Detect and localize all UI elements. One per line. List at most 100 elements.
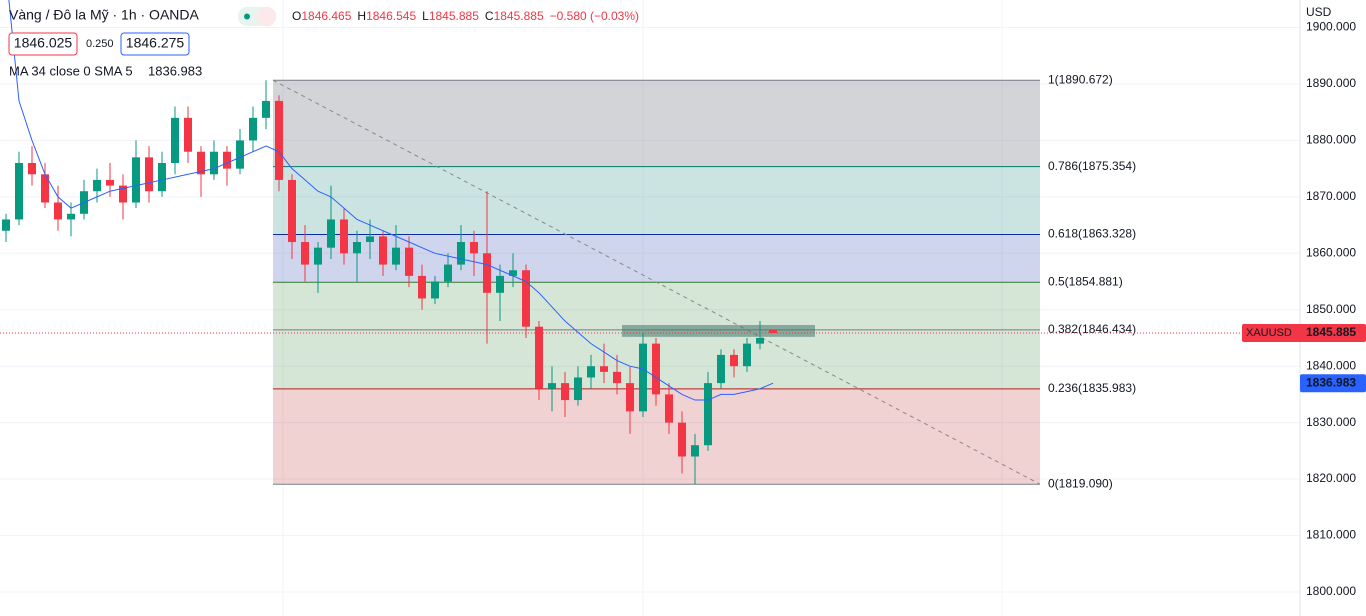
ohlc-value: 1845.885 bbox=[494, 9, 544, 23]
ma-tag bbox=[1300, 374, 1366, 393]
candle-body bbox=[470, 242, 478, 254]
candle-body bbox=[119, 185, 127, 203]
candle-body bbox=[522, 270, 530, 327]
price-axis: 1900.000 1890.000 1880.000 1870.000 1860.000… bbox=[1242, 5, 1366, 598]
candle-body bbox=[301, 242, 309, 265]
candle-body bbox=[652, 343, 660, 395]
candle-body bbox=[353, 242, 361, 254]
candle-body bbox=[587, 366, 595, 378]
candle-body bbox=[28, 163, 36, 175]
bid: 1846.025 bbox=[14, 35, 73, 51]
ma-legend: MA 34 close 0 SMA 5 bbox=[9, 63, 133, 78]
candle-body bbox=[132, 157, 140, 203]
candle-body bbox=[665, 394, 673, 423]
fib-label: 0(1819.090) bbox=[1048, 476, 1113, 490]
candle-body bbox=[314, 247, 322, 265]
candle-body bbox=[223, 151, 231, 169]
candle-body bbox=[704, 383, 712, 446]
symbol-tag bbox=[1242, 323, 1366, 342]
candle-body bbox=[262, 100, 270, 118]
grid bbox=[0, 27, 1300, 593]
candle-body bbox=[158, 163, 166, 192]
fib-zone bbox=[273, 282, 1040, 330]
ohlc-key: L bbox=[422, 9, 429, 23]
ohlc-key: O bbox=[292, 9, 301, 23]
ma-tag-label: 1836.983 bbox=[1306, 375, 1356, 389]
candle-body bbox=[730, 354, 738, 367]
candle-body bbox=[756, 337, 764, 344]
candle-body bbox=[418, 275, 426, 299]
y-tick-label: 1890.000 bbox=[1306, 76, 1356, 90]
candle-body bbox=[15, 163, 23, 220]
y-tick-label: 1900.000 bbox=[1306, 20, 1356, 34]
candle-body bbox=[613, 371, 621, 384]
y-tick-label: 1810.000 bbox=[1306, 528, 1356, 542]
candle-body bbox=[600, 366, 608, 372]
ask: 1846.275 bbox=[126, 35, 185, 51]
fib-zone bbox=[273, 80, 1040, 167]
candle-body bbox=[288, 179, 296, 243]
candle-body bbox=[431, 281, 439, 299]
y-tick-label: 1870.000 bbox=[1306, 189, 1356, 203]
candle-body bbox=[769, 329, 777, 333]
fib-label: 0.382(1846.434) bbox=[1048, 322, 1136, 336]
y-tick-label: 1880.000 bbox=[1306, 133, 1356, 147]
ma-line bbox=[8, 0, 774, 401]
fib-label: 0.5(1854.881) bbox=[1048, 274, 1123, 288]
plot bbox=[0, 0, 1300, 485]
candle-body bbox=[717, 354, 725, 384]
y-tick-label: 1860.000 bbox=[1306, 245, 1356, 259]
y-tick-label: 1820.000 bbox=[1306, 471, 1356, 485]
candle-body bbox=[327, 219, 335, 248]
fib-zone bbox=[273, 234, 1040, 283]
candle-body bbox=[548, 383, 556, 389]
candle-body bbox=[145, 157, 153, 192]
last-price-label: 1845.885 bbox=[1306, 325, 1356, 339]
ohlc-key: C bbox=[485, 9, 494, 23]
currency: USD bbox=[1306, 5, 1332, 19]
candle-body bbox=[496, 275, 504, 293]
candle-body bbox=[41, 174, 49, 203]
candle-body bbox=[210, 151, 218, 175]
candle-body bbox=[392, 247, 400, 265]
ohlc-value: 1845.885 bbox=[429, 9, 479, 23]
candle-body bbox=[236, 140, 244, 169]
status-badge-2 bbox=[257, 7, 276, 26]
y-tick-label: 1840.000 bbox=[1306, 358, 1356, 372]
candle-body bbox=[93, 179, 101, 192]
fib-zone bbox=[273, 166, 1040, 235]
ohlc-key: H bbox=[357, 9, 366, 23]
candle-body bbox=[366, 236, 374, 243]
fib-label: 0.618(1863.328) bbox=[1048, 227, 1136, 241]
candle-body bbox=[574, 377, 582, 401]
title: Vàng / Đô la Mỹ · 1h · OANDA bbox=[9, 7, 200, 23]
ohlc: O1846.465 H1846.545 L1845.885 C1845.885 −0.5… bbox=[292, 9, 639, 23]
candle-body bbox=[275, 100, 283, 180]
fib-label: 0.236(1835.983) bbox=[1048, 381, 1136, 395]
candle-body bbox=[106, 179, 114, 186]
candle-body bbox=[743, 343, 751, 367]
spread: 0.250 bbox=[86, 38, 114, 50]
candle-body bbox=[509, 270, 517, 276]
trend-line bbox=[272, 79, 1041, 485]
candle-body bbox=[197, 151, 205, 175]
y-tick-label: 1850.000 bbox=[1306, 302, 1356, 316]
fib-label: 1(1890.672) bbox=[1048, 72, 1113, 86]
candle-body bbox=[444, 264, 452, 282]
candle-body bbox=[639, 343, 647, 412]
candle-body bbox=[483, 253, 491, 293]
ma-legend-value: 1836.983 bbox=[148, 63, 202, 78]
ohlc-value: 1846.465 bbox=[301, 9, 351, 23]
candle-body bbox=[626, 383, 634, 412]
candle-body bbox=[67, 213, 75, 220]
candle-body bbox=[340, 219, 348, 254]
candle-body bbox=[561, 383, 569, 401]
status-dot bbox=[244, 13, 250, 20]
candle-body bbox=[691, 445, 699, 457]
fib-label: 0.786(1875.354) bbox=[1048, 159, 1136, 173]
highlight-box bbox=[622, 324, 815, 337]
candle-body bbox=[405, 247, 413, 276]
symbol-label: XAUUSD bbox=[1246, 327, 1292, 339]
header: Vàng / Đô la Mỹ · 1h · OANDA O1846.465 H18… bbox=[8, 7, 639, 78]
ohlc-value: 1846.545 bbox=[366, 9, 416, 23]
